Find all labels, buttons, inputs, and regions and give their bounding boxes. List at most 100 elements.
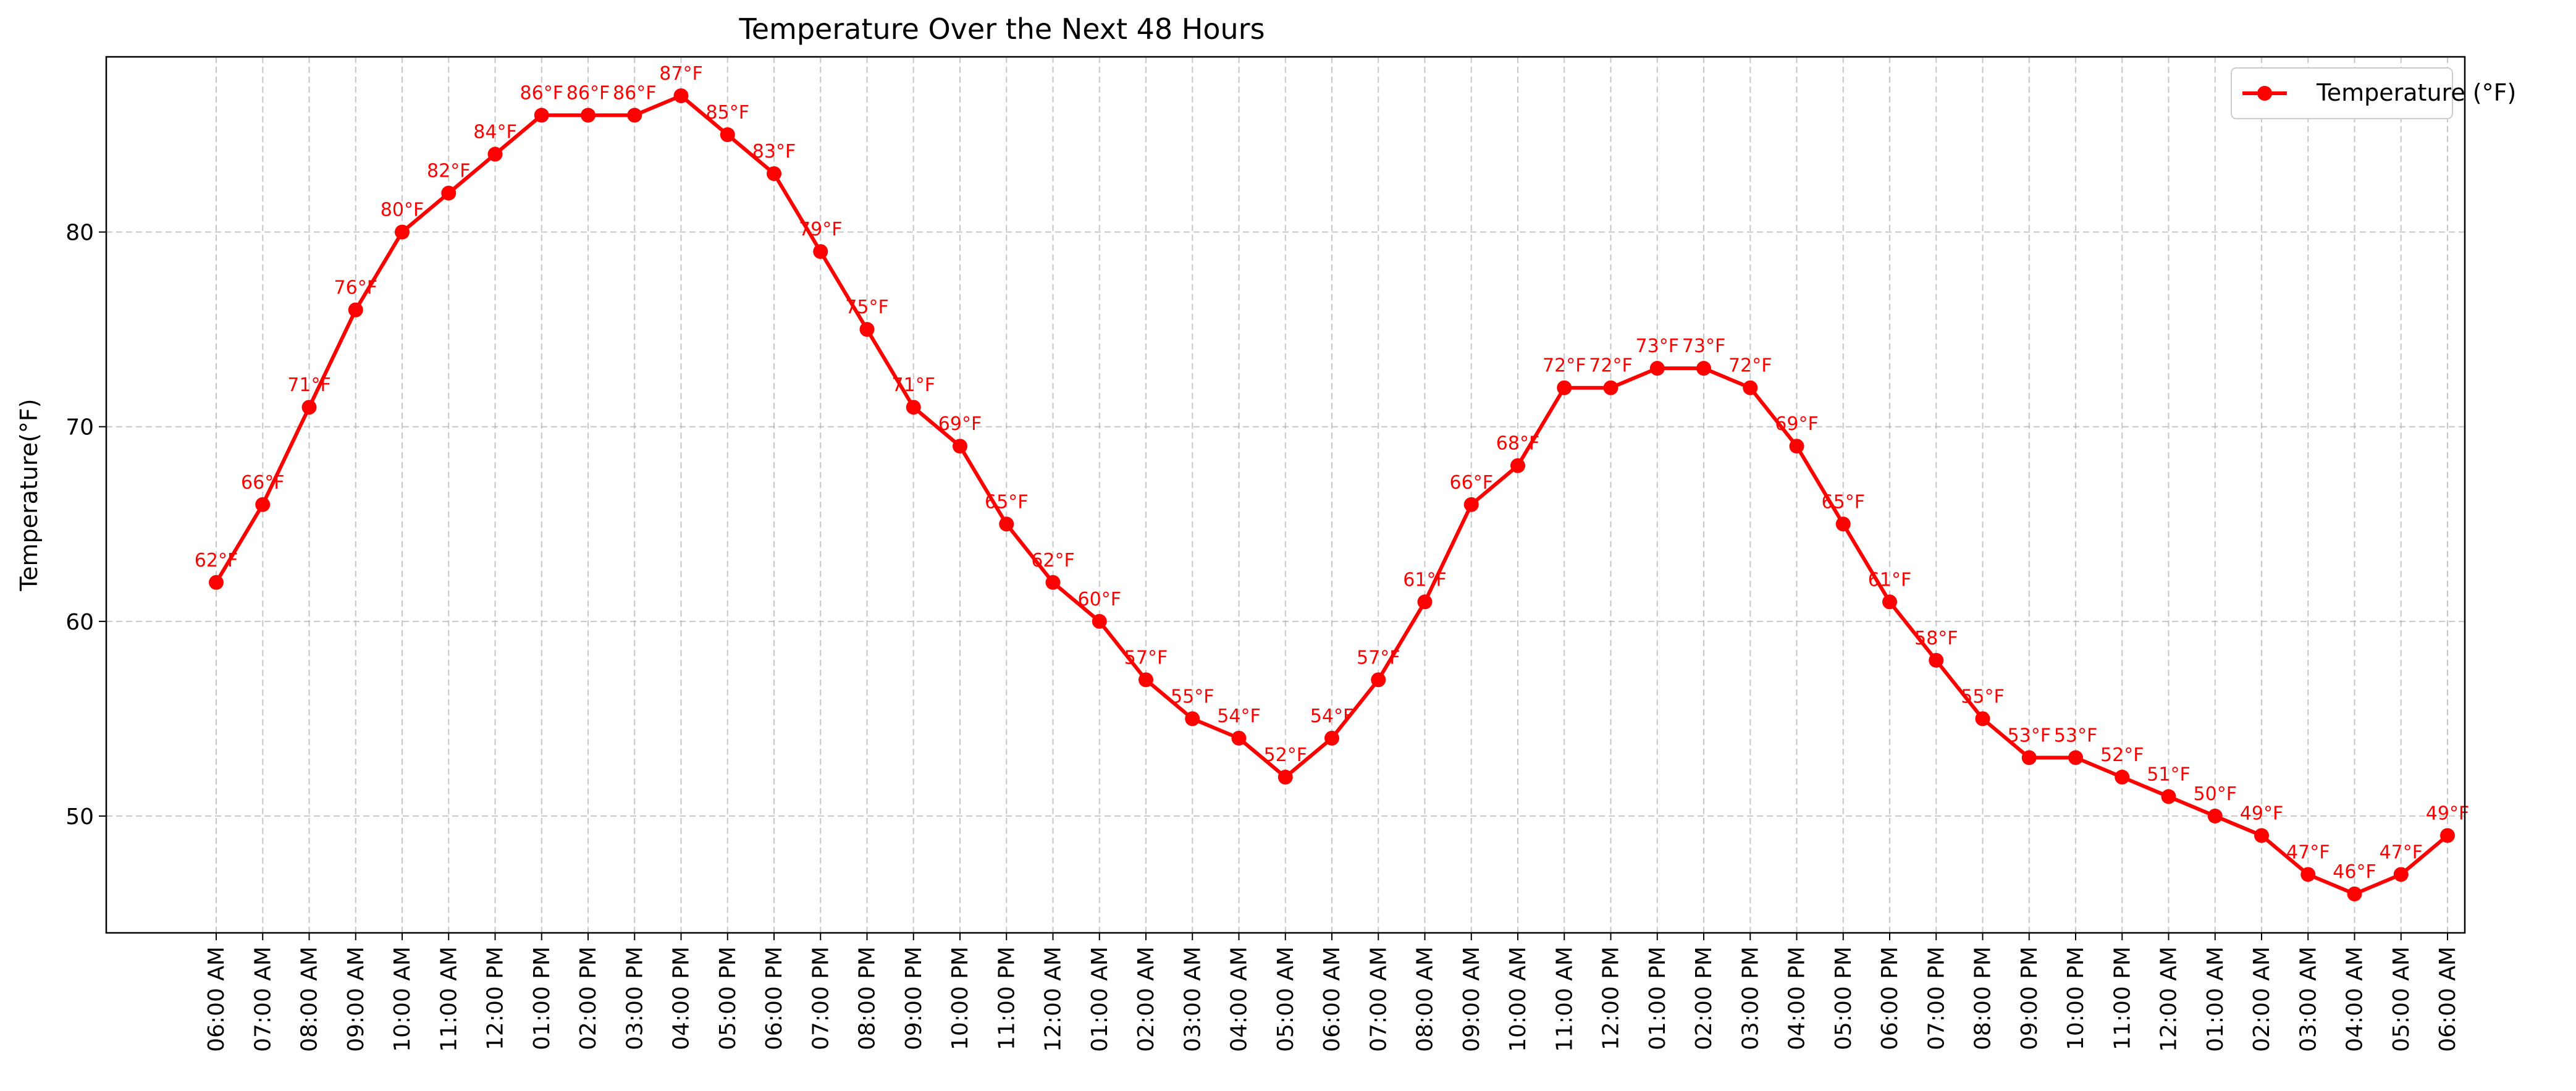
data-label: 72°F xyxy=(1728,355,1772,377)
data-point xyxy=(2254,828,2269,843)
x-tick-label: 09:00 AM xyxy=(343,946,369,1052)
chart-title: Temperature Over the Next 48 Hours xyxy=(738,12,1265,46)
x-tick-label: 01:00 AM xyxy=(2203,946,2228,1052)
data-label: 80°F xyxy=(381,200,424,221)
x-tick-label: 09:00 PM xyxy=(901,946,927,1050)
x-tick-label: 08:00 AM xyxy=(297,946,322,1052)
data-point xyxy=(859,322,875,337)
data-point xyxy=(1649,361,1665,376)
x-tick-label: 10:00 PM xyxy=(948,946,973,1050)
data-label: 55°F xyxy=(1961,686,2004,707)
x-tick-label: 08:00 AM xyxy=(1413,946,1438,1052)
data-label: 49°F xyxy=(2240,802,2283,824)
data-point xyxy=(2393,867,2409,882)
data-point xyxy=(1277,769,1293,785)
plot-area-frame xyxy=(105,56,2466,934)
x-tick-label: 01:00 PM xyxy=(1645,946,1670,1050)
data-point xyxy=(999,516,1014,532)
data-point xyxy=(2300,867,2316,882)
legend-label: Temperature (°F) xyxy=(2316,79,2516,106)
data-label: 73°F xyxy=(1636,335,1679,357)
data-label: 50°F xyxy=(2194,783,2237,805)
data-label: 85°F xyxy=(706,102,749,124)
x-tick-label: 03:00 PM xyxy=(622,946,647,1050)
x-tick-label: 06:00 AM xyxy=(2435,946,2460,1052)
data-label: 84°F xyxy=(473,122,516,143)
data-point xyxy=(534,107,549,123)
x-tick-label: 06:00 PM xyxy=(1877,946,1903,1050)
x-tick-label: 05:00 PM xyxy=(1831,946,1856,1050)
x-tick-label: 04:00 AM xyxy=(1227,946,1252,1052)
data-label: 86°F xyxy=(520,83,563,104)
data-point xyxy=(1231,730,1247,746)
y-tick-label: 80 xyxy=(65,221,94,246)
data-label: 71°F xyxy=(892,374,935,396)
data-label: 86°F xyxy=(566,83,610,104)
x-tick-label: 07:00 AM xyxy=(1366,946,1391,1052)
x-tick-label: 09:00 PM xyxy=(2017,946,2042,1050)
data-label: 53°F xyxy=(2008,725,2051,746)
data-point xyxy=(2207,808,2223,824)
y-tick-label: 60 xyxy=(65,610,94,635)
data-label: 57°F xyxy=(1357,647,1400,668)
data-label: 65°F xyxy=(985,491,1028,513)
x-tick-label: 06:00 AM xyxy=(1320,946,1345,1052)
x-tick-label: 02:00 PM xyxy=(1691,946,1717,1050)
x-tick-label: 12:00 AM xyxy=(1041,946,1066,1052)
data-label: 75°F xyxy=(845,297,888,318)
data-point xyxy=(1789,439,1804,454)
legend: Temperature (°F) xyxy=(2231,67,2516,119)
data-point xyxy=(487,146,503,162)
x-tick-label: 02:00 AM xyxy=(2249,946,2275,1052)
data-label: 58°F xyxy=(1914,628,1958,649)
x-tick-label: 12:00 AM xyxy=(2157,946,2182,1052)
data-label: 47°F xyxy=(2286,841,2330,863)
x-tick-label: 06:00 AM xyxy=(204,946,229,1052)
y-axis-ticks: 50 60 70 80 xyxy=(65,221,106,830)
x-tick-label: 09:00 AM xyxy=(1459,946,1484,1052)
data-point xyxy=(1463,497,1479,512)
data-point xyxy=(1743,380,1758,395)
data-point xyxy=(348,302,363,318)
data-label: 62°F xyxy=(1031,550,1074,571)
data-label: 71°F xyxy=(287,374,330,396)
data-point xyxy=(953,439,967,454)
x-tick-label: 04:00 AM xyxy=(2342,946,2368,1052)
data-point xyxy=(627,107,642,123)
data-point xyxy=(720,127,735,143)
data-point xyxy=(767,166,781,182)
x-tick-label: 01:00 AM xyxy=(1087,946,1113,1052)
data-point xyxy=(2161,789,2176,804)
x-tick-label: 07:00 AM xyxy=(250,946,276,1052)
data-label: 69°F xyxy=(1775,413,1818,435)
data-label: 61°F xyxy=(1868,569,1911,591)
data-label: 47°F xyxy=(2380,841,2423,863)
x-tick-label: 03:00 AM xyxy=(1180,946,1205,1052)
x-tick-label: 04:00 PM xyxy=(669,946,694,1050)
data-label: 72°F xyxy=(1543,355,1586,377)
y-tick-label: 70 xyxy=(65,415,94,440)
data-point xyxy=(2068,750,2083,765)
x-tick-label: 11:00 AM xyxy=(436,946,461,1052)
data-label: 66°F xyxy=(241,472,284,494)
x-tick-label: 05:00 PM xyxy=(715,946,741,1050)
x-tick-label: 05:00 AM xyxy=(2389,946,2414,1052)
data-label: 82°F xyxy=(427,161,470,182)
data-label: 73°F xyxy=(1682,335,1725,357)
data-label: 68°F xyxy=(1496,433,1539,455)
data-point xyxy=(1835,516,1851,532)
data-point xyxy=(255,497,271,512)
data-labels: 62°F66°F71°F76°F80°F82°F84°F86°F 86°F 86°F… xyxy=(195,63,2469,883)
data-point xyxy=(209,575,224,590)
x-tick-label: 06:00 PM xyxy=(762,946,787,1050)
x-tick-label: 07:00 PM xyxy=(1924,946,1949,1050)
x-tick-label: 02:00 AM xyxy=(1134,946,1159,1052)
data-point xyxy=(1603,380,1618,395)
data-point xyxy=(2347,886,2362,901)
data-point xyxy=(2021,750,2037,765)
data-point xyxy=(301,400,317,415)
x-tick-label: 12:00 PM xyxy=(1599,946,1624,1050)
legend-marker xyxy=(2257,86,2272,101)
data-label: 54°F xyxy=(1217,706,1260,727)
